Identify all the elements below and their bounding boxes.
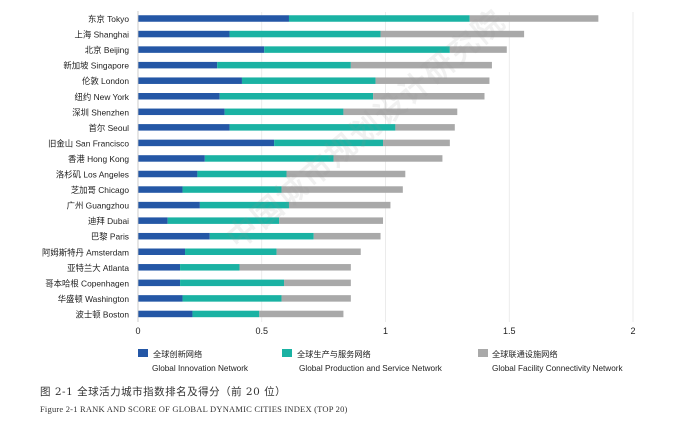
bar-segment-series-1: [138, 310, 193, 318]
x-tick-label: 1.5: [503, 326, 516, 336]
bar-segment-series-3: [281, 186, 403, 193]
bar-segment-series-3: [383, 139, 450, 147]
bar-segment-series-3: [281, 295, 351, 302]
bar-segment-series-2: [182, 186, 282, 193]
bar-segment-series-3: [276, 248, 361, 255]
bar-segment-series-1: [138, 77, 242, 84]
bar-segment-series-1: [138, 201, 200, 209]
bar-segment-series-2: [288, 15, 470, 22]
category-label: 哥本哈根 Copenhagen: [45, 278, 129, 288]
bar-segment-series-1: [138, 15, 289, 22]
bar-segment-series-2: [219, 93, 374, 100]
legend-label-cn: 全球生产与服务网络: [297, 349, 371, 359]
category-label: 华盛顿 Washington: [58, 294, 130, 304]
bar-segment-series-1: [138, 279, 181, 287]
category-label: 东京 Tokyo: [88, 14, 129, 24]
bar-segment-series-1: [138, 186, 183, 193]
bar-segment-series-3: [239, 264, 351, 271]
bar-segment-series-2: [199, 201, 289, 209]
bar-segment-series-3: [313, 232, 381, 240]
bar-segment-series-2: [197, 170, 287, 178]
bar-segment-series-1: [138, 248, 186, 255]
bar-segment-series-3: [286, 170, 406, 178]
legend-label-cn: 全球联通设施网络: [492, 349, 558, 359]
bar-segment-series-2: [241, 77, 376, 84]
legend-swatch-series-3: [478, 349, 488, 357]
bar-segment-series-3: [395, 124, 455, 131]
legend-label-cn: 全球创新网络: [153, 349, 202, 359]
category-label: 波士顿 Boston: [75, 309, 129, 319]
bar-segment-series-1: [138, 217, 168, 224]
category-label: 广州 Guangzhou: [67, 201, 130, 211]
bar-segment-series-1: [138, 46, 265, 53]
category-label: 迪拜 Dubai: [88, 216, 129, 226]
bar-segment-series-3: [279, 217, 384, 224]
x-tick-label: 0.5: [255, 326, 268, 336]
bar-segment-series-3: [333, 155, 443, 162]
category-label: 芝加哥 Chicago: [71, 185, 130, 195]
bar-segment-series-2: [229, 30, 381, 38]
category-label: 巴黎 Paris: [91, 232, 129, 242]
bar-segment-series-3: [380, 30, 525, 38]
bar-segment-series-1: [138, 93, 220, 100]
bar-segment-series-2: [204, 155, 334, 162]
bar-segment-series-1: [138, 295, 183, 302]
bar-segment-series-1: [138, 264, 181, 271]
bar-segment-series-1: [138, 139, 275, 147]
legend-label-en: Global Production and Service Network: [299, 364, 443, 373]
bar-segment-series-1: [138, 30, 230, 38]
bar-segment-series-2: [185, 248, 277, 255]
bar-segment-series-3: [449, 46, 507, 53]
bar-segment-series-3: [288, 201, 391, 209]
category-label: 新加坡 Singapore: [63, 61, 129, 71]
bar-segment-series-3: [373, 93, 485, 100]
bar-segment-series-2: [264, 46, 450, 53]
category-label: 首尔 Seoul: [89, 123, 130, 133]
bar-segment-series-2: [192, 310, 260, 318]
bar-segment-series-1: [138, 170, 198, 178]
legend-swatch-series-1: [138, 349, 148, 357]
category-label: 洛杉矶 Los Angeles: [56, 170, 129, 180]
bar-segment-series-2: [182, 295, 282, 302]
bar-segment-series-2: [180, 264, 240, 271]
bar-segment-series-3: [375, 77, 490, 84]
bar-segment-series-2: [224, 108, 344, 116]
bar-segment-series-3: [469, 15, 599, 22]
bar-segment-series-3: [350, 61, 492, 69]
bar-segment-series-2: [217, 61, 351, 69]
category-label: 上海 Shanghai: [75, 30, 130, 40]
category-label: 北京 Beijing: [85, 45, 130, 55]
bar-segment-series-1: [138, 232, 210, 240]
category-label: 香港 Hong Kong: [68, 154, 129, 164]
bar-segment-series-2: [209, 232, 314, 240]
bar-segment-series-2: [229, 124, 396, 131]
category-label: 伦敦 London: [82, 76, 129, 86]
legend-label-en: Global Facility Connectivity Network: [492, 364, 623, 373]
bar-segment-series-2: [274, 139, 384, 147]
bar-segment-series-1: [138, 61, 218, 69]
figure-caption-chinese: 图 2-1 全球活力城市指数排名及得分（前 20 位）: [40, 386, 287, 398]
bar-segment-series-1: [138, 124, 230, 131]
bar-segment-series-1: [138, 108, 225, 116]
x-tick-label: 0: [135, 326, 140, 336]
bar-segment-series-3: [259, 310, 344, 318]
category-label: 旧金山 San Francisco: [48, 138, 129, 148]
bar-segment-series-3: [284, 279, 351, 287]
category-label: 亚特兰大 Atlanta: [67, 263, 129, 273]
bar-segment-series-2: [180, 279, 285, 287]
bar-segment-series-3: [343, 108, 458, 116]
bar-segment-series-2: [167, 217, 280, 224]
legend-label-en: Global Innovation Network: [152, 364, 249, 373]
category-label: 纽约 New York: [75, 92, 130, 102]
category-label: 深圳 Shenzhen: [72, 107, 129, 117]
x-tick-label: 2: [630, 326, 635, 336]
legend-swatch-series-2: [282, 349, 292, 357]
figure-caption-english: Figure 2-1 RANK AND SCORE OF GLOBAL DYNA…: [40, 404, 348, 414]
x-tick-label: 1: [383, 326, 388, 336]
bar-segment-series-1: [138, 155, 205, 162]
category-label: 阿姆斯特丹 Amsterdam: [42, 247, 129, 257]
